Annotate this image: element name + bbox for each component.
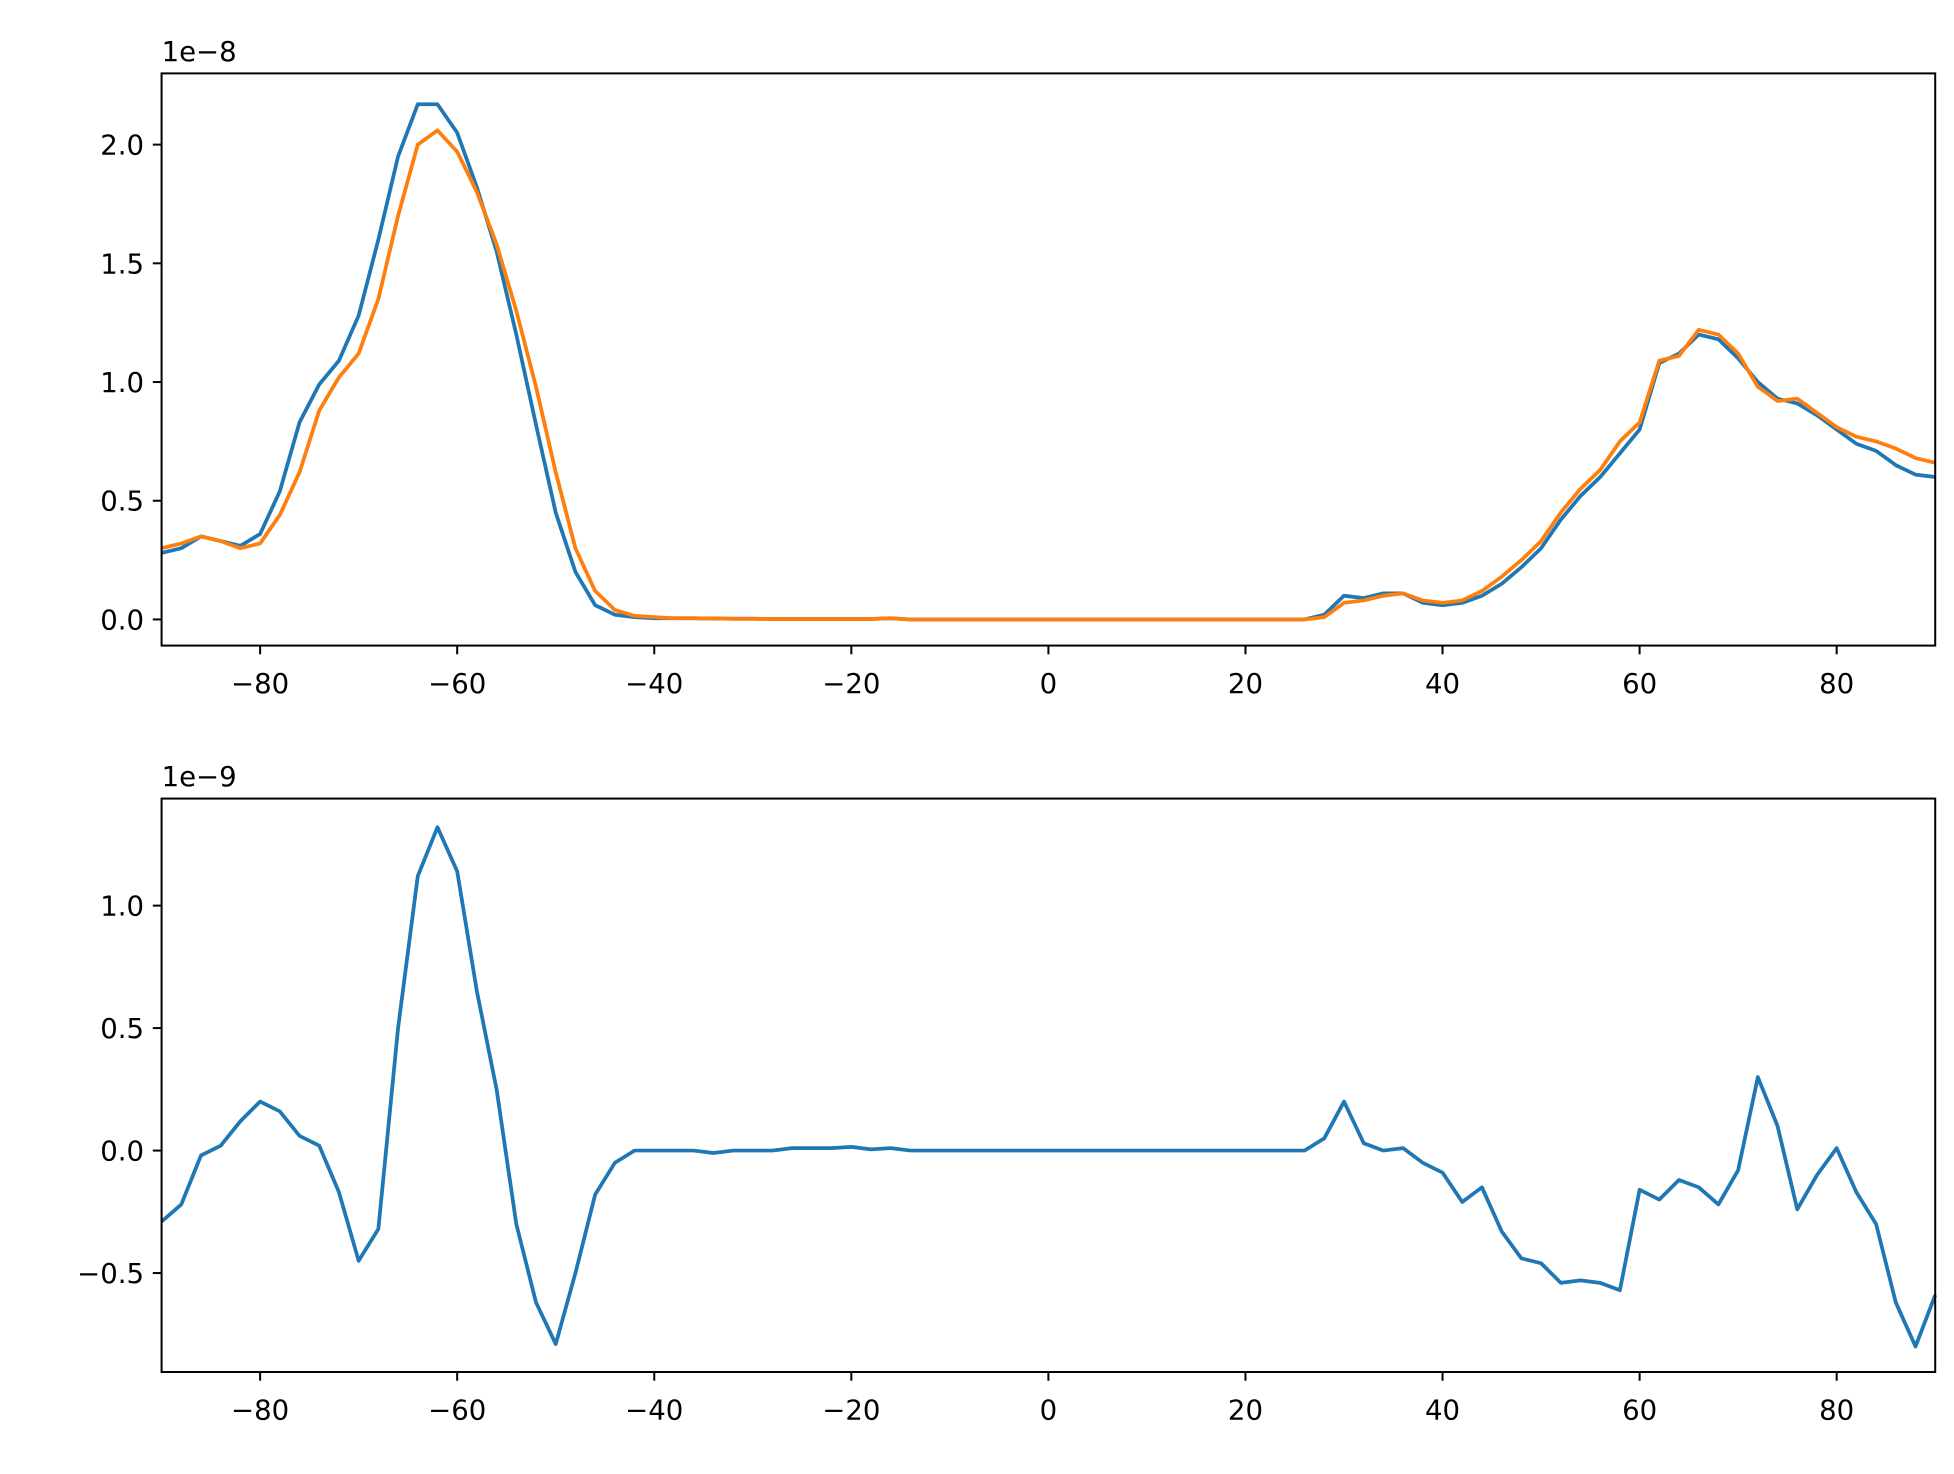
x-tick-label: 60 [1622,1395,1657,1426]
x-tick-label: −80 [231,669,289,700]
x-tick-label: 20 [1228,669,1263,700]
offset-text: 1e−8 [162,37,237,68]
x-tick-label: −40 [625,1395,683,1426]
y-tick-label: 0.0 [100,1137,144,1168]
offset-text: 1e−9 [162,762,237,793]
axes-frame [160,72,1937,647]
y-tick-label: 2.0 [100,131,144,162]
axes-frame [160,797,1937,1373]
x-tick-label: 80 [1819,669,1854,700]
x-tick-label: 0 [1040,1395,1058,1426]
y-tick-label: 0.5 [100,1014,144,1045]
y-tick-label: 1.0 [100,892,144,923]
series-line [161,102,1936,622]
x-tick-label: −20 [822,1395,880,1426]
y-tick-label: 0.5 [100,487,144,518]
x-tick-label: −60 [428,1395,486,1426]
x-tick-label: 40 [1425,1395,1460,1426]
y-tick-label: −0.5 [77,1259,144,1290]
x-tick-label: 60 [1622,669,1657,700]
x-tick-label: −60 [428,669,486,700]
y-tick-label: 1.0 [100,368,144,399]
x-tick-label: 40 [1425,669,1460,700]
x-tick-label: −40 [625,669,683,700]
x-tick-label: 20 [1228,1395,1263,1426]
x-tick-label: 80 [1819,1395,1854,1426]
y-tick-label: 0.0 [100,605,144,636]
y-tick-label: 1.5 [100,249,144,280]
x-tick-label: −20 [822,669,880,700]
x-tick-label: 0 [1040,669,1058,700]
x-tick-label: −80 [231,1395,289,1426]
series-line [160,825,1937,1349]
series-line [161,128,1936,622]
